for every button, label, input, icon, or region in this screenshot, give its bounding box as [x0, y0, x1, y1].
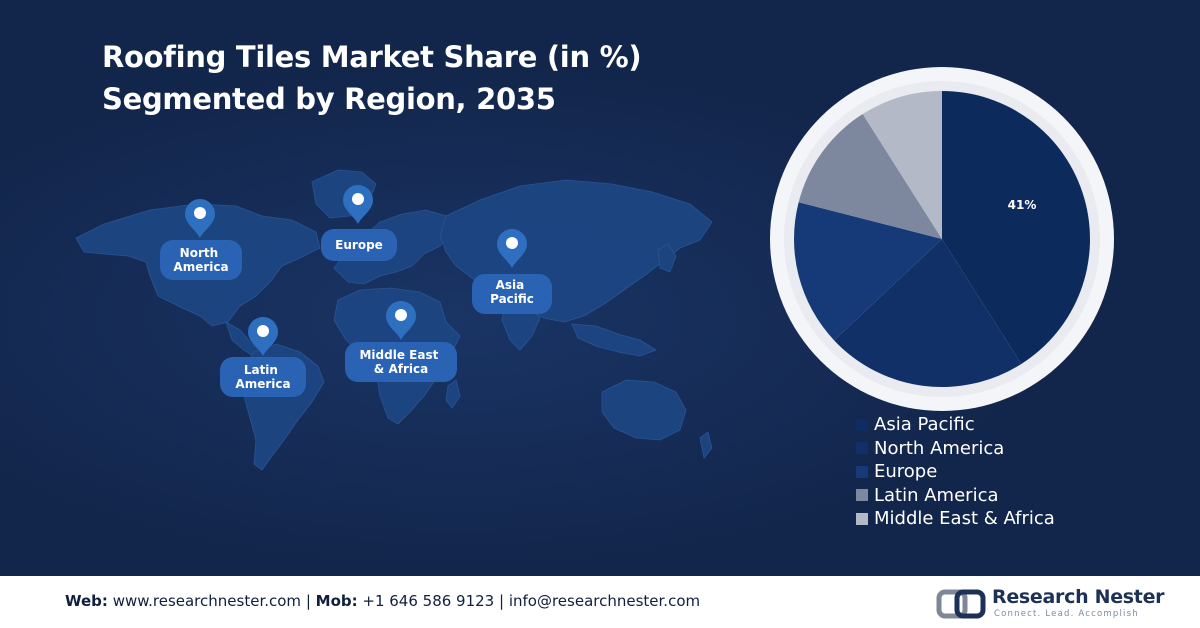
map-japan: [657, 243, 677, 273]
chart-title: Roofing Tiles Market Share (in %) Segmen…: [102, 36, 642, 120]
map-label-asia-pacific: Asia Pacific: [490, 278, 534, 306]
map-label-box-middle-east-africa: [345, 342, 457, 382]
map-pin-icon-middle-east-africa: [386, 301, 416, 340]
legend-item: North America: [856, 437, 1055, 461]
web-url[interactable]: www.researchnester.com: [107, 592, 302, 610]
legend-item: Middle East & Africa: [856, 507, 1055, 531]
map-pins: [185, 185, 527, 356]
legend-item: Latin America: [856, 484, 1055, 508]
pie-chart: 41%: [770, 67, 1114, 411]
pie-labels: 41%: [1008, 198, 1037, 212]
chart-title-line-1: Roofing Tiles Market Share (in %): [102, 40, 642, 74]
map-pin-icon-latin-america: [248, 317, 278, 356]
legend-item: Europe: [856, 460, 1055, 484]
phone-number: +1 646 586 9123: [357, 592, 495, 610]
map-pin-icon-asia-pacific: [497, 229, 527, 268]
map-australia: [601, 379, 687, 441]
footer-separator: |: [301, 592, 316, 610]
pie-slice-latin-america: [798, 114, 942, 239]
map-pin-icon-north-america: [185, 199, 215, 238]
pie-slice-asia-pacific: [942, 91, 1091, 364]
footer-contact: Web: www.researchnester.com | Mob: +1 64…: [65, 592, 700, 610]
legend-label: Asia Pacific: [874, 414, 975, 436]
pie-slice-north-america: [834, 239, 1022, 388]
map-label-latin-america: Latin America: [235, 363, 290, 391]
map-new-zealand: [699, 431, 713, 459]
map-label-middle-east-africa: Middle East & Africa: [359, 348, 442, 376]
web-label: Web:: [65, 592, 108, 610]
logo-mark-icon: [936, 589, 986, 619]
legend-swatch: [856, 465, 868, 478]
map-label-north-america: North America: [173, 246, 228, 274]
email-link[interactable]: info@researchnester.com: [508, 592, 701, 610]
legend-swatch: [856, 489, 868, 502]
map-label-box-north-america: [160, 240, 242, 280]
pie-slices: [794, 91, 1091, 388]
hero-panel: North America Europe Asia Pacific Middle…: [0, 0, 1200, 576]
legend: Asia Pacific North America Europe Latin Ame…: [856, 413, 1055, 531]
brand-logo: Research Nester Connect. Lead. Accomplis…: [936, 586, 1165, 622]
legend-swatch: [856, 442, 868, 455]
map-label-boxes: [160, 229, 552, 397]
world-map: North America Europe Asia Pacific Middle…: [75, 169, 713, 471]
map-label-box-asia-pacific: [472, 274, 552, 314]
legend-swatch: [856, 418, 868, 431]
map-madagascar: [445, 379, 461, 409]
logo-tagline: Connect. Lead. Accomplish: [994, 609, 1139, 619]
legend-label: Europe: [874, 461, 938, 483]
map-label-box-latin-america: [220, 357, 306, 397]
legend-label: North America: [874, 437, 1005, 459]
footer-separator: |: [494, 592, 509, 610]
map-pin-icon-europe: [343, 185, 373, 224]
mob-label: Mob:: [315, 592, 358, 610]
legend-swatch: [856, 512, 868, 525]
pie-slice-europe: [794, 202, 942, 341]
chart-title-line-2: Segmented by Region, 2035: [102, 82, 556, 116]
legend-label: Middle East & Africa: [874, 508, 1055, 530]
legend-item: Asia Pacific: [856, 413, 1055, 437]
map-label-europe: Europe: [335, 238, 383, 252]
footer: Web: www.researchnester.com | Mob: +1 64…: [0, 576, 1200, 628]
pie-slice-middle-east-africa: [862, 91, 942, 239]
legend-label: Latin America: [874, 484, 999, 506]
logo-name: Research Nester: [992, 586, 1165, 608]
map-southeast-asia: [571, 323, 657, 357]
pie-slice-label: 41%: [1008, 198, 1037, 212]
map-label-box-europe: [321, 229, 397, 261]
